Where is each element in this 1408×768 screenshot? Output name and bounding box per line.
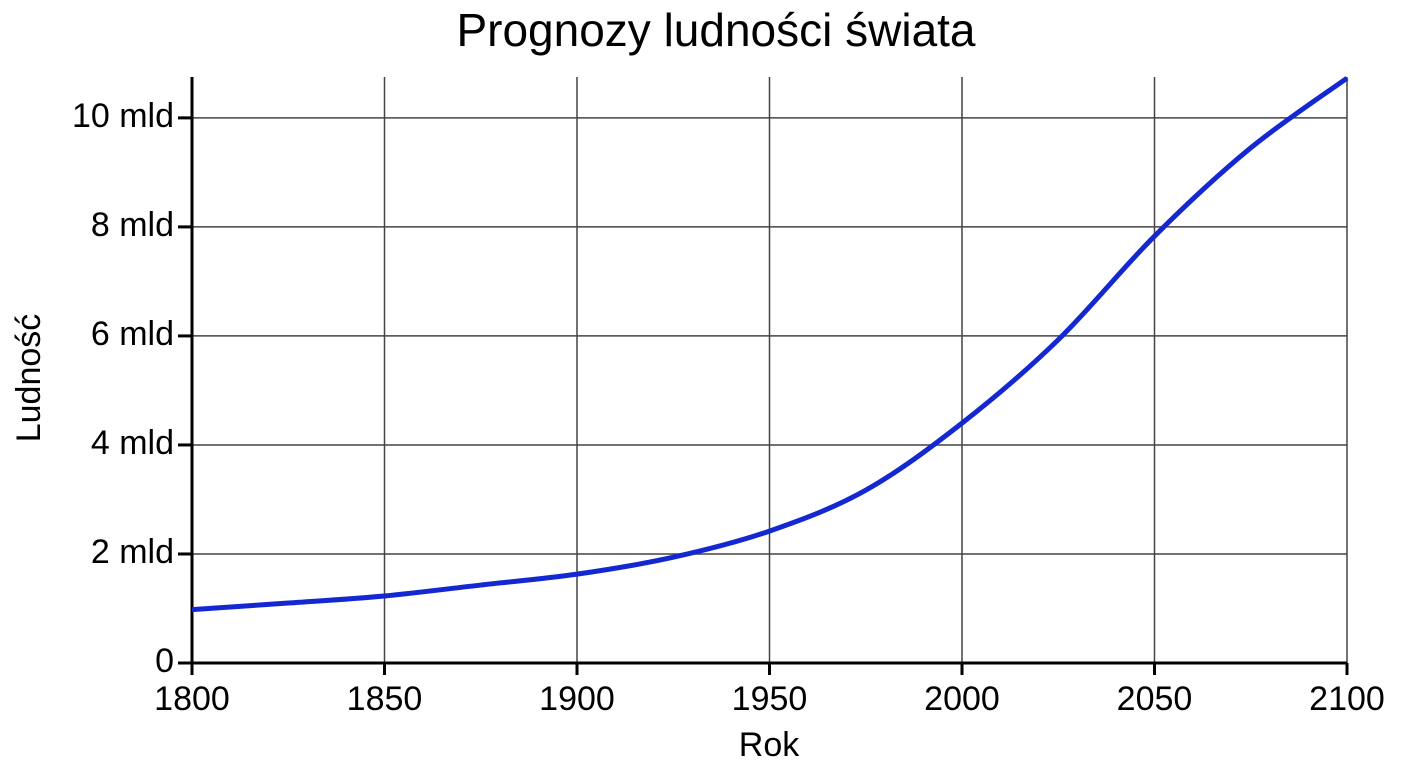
x-tick-label: 1800 (154, 680, 230, 718)
y-tick-label: 4 mld (91, 424, 174, 462)
y-tick-label: 10 mld (72, 97, 174, 135)
y-tick-label: 8 mld (91, 206, 174, 244)
x-tick-label: 2050 (1117, 680, 1193, 718)
x-tick-label: 1850 (347, 680, 423, 718)
y-tick-label: 6 mld (91, 315, 174, 353)
x-tick-label: 2100 (1309, 680, 1385, 718)
line-series (191, 76, 1349, 613)
y-axis-label: Ludność (10, 314, 48, 443)
x-tick-label: 2000 (924, 680, 1000, 718)
y-tick-label: 0 (155, 642, 174, 680)
x-axis-label: Rok (739, 726, 800, 764)
x-tick-label: 1950 (732, 680, 808, 718)
x-tick-label: 1900 (539, 680, 615, 718)
chart-title: Prognozy ludności świata (456, 4, 975, 56)
y-tick-label: 2 mld (91, 533, 174, 571)
